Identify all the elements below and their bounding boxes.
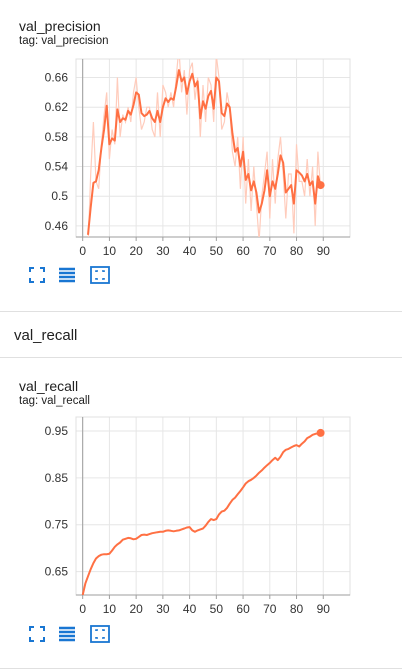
plot-frame — [75, 416, 351, 596]
last-point-marker — [316, 428, 325, 437]
section-header: val_recall — [14, 327, 78, 344]
fullscreen-icon[interactable] — [28, 625, 46, 643]
fit-domain-icon[interactable] — [90, 625, 110, 643]
x-tick-label: 0 — [79, 244, 86, 258]
x-tick-label: 10 — [103, 602, 117, 616]
x-tick-label: 10 — [103, 244, 117, 258]
divider — [0, 357, 402, 358]
chart-tag: tag: val_recall — [19, 395, 90, 407]
val-recall-card: val_recall tag: val_recall 0 10 20 30 40 50 60… — [0, 358, 402, 658]
x-tick-label: 60 — [236, 244, 250, 258]
x-tick-label: 90 — [317, 244, 331, 258]
x-tick-label: 80 — [290, 244, 304, 258]
y-tick-label: 0.95 — [45, 424, 69, 438]
y-tick-label: 0.54 — [45, 160, 69, 174]
fit-domain-icon[interactable] — [90, 266, 110, 284]
y-tick-label: 0.5 — [51, 189, 68, 203]
x-tick-label: 20 — [129, 244, 143, 258]
data-table-icon[interactable] — [58, 625, 76, 643]
x-tick-label: 70 — [263, 244, 277, 258]
x-tick-label: 30 — [156, 244, 170, 258]
y-tick-label: 0.85 — [45, 471, 69, 485]
fullscreen-icon[interactable] — [28, 266, 46, 284]
chart-title: val_recall — [19, 378, 79, 394]
last-point-marker — [316, 181, 325, 190]
data-table-icon[interactable] — [58, 266, 76, 284]
y-tick-label: 0.65 — [45, 565, 69, 579]
y-tick-label: 0.58 — [45, 130, 69, 144]
x-tick-label: 90 — [317, 602, 331, 616]
x-tick-label: 70 — [263, 602, 277, 616]
x-tick-label: 50 — [210, 602, 224, 616]
x-tick-label: 50 — [210, 244, 224, 258]
y-tick-label: 0.66 — [45, 71, 69, 85]
divider — [0, 668, 402, 669]
x-tick-label: 0 — [79, 602, 86, 616]
chart-toolbar — [28, 266, 118, 284]
y-tick-label: 0.46 — [45, 219, 69, 233]
x-tick-label: 80 — [290, 602, 304, 616]
x-tick-label: 30 — [156, 602, 170, 616]
chart-toolbar — [28, 625, 118, 643]
val-precision-card: val_precision tag: val_precision 0 10 20 30… — [0, 0, 402, 305]
y-tick-label: 0.62 — [45, 100, 69, 114]
val-recall-chart[interactable]: 0 10 20 30 40 50 60 70 80 90 0.65 0.75 0.85 0.95 — [0, 405, 402, 620]
series-line — [87, 69, 322, 235]
chart-tag: tag: val_precision — [19, 35, 109, 47]
series-line — [81, 431, 321, 595]
x-tick-label: 20 — [129, 602, 143, 616]
x-tick-label: 60 — [236, 602, 250, 616]
chart-title: val_precision — [19, 18, 101, 34]
y-tick-label: 0.75 — [45, 518, 69, 532]
val-precision-chart[interactable]: 0 10 20 30 40 50 60 70 80 90 0.46 0.5 0.54 0.58 0.62 0.… — [0, 47, 402, 262]
x-tick-label: 40 — [183, 244, 197, 258]
divider — [0, 311, 402, 312]
x-tick-label: 40 — [183, 602, 197, 616]
